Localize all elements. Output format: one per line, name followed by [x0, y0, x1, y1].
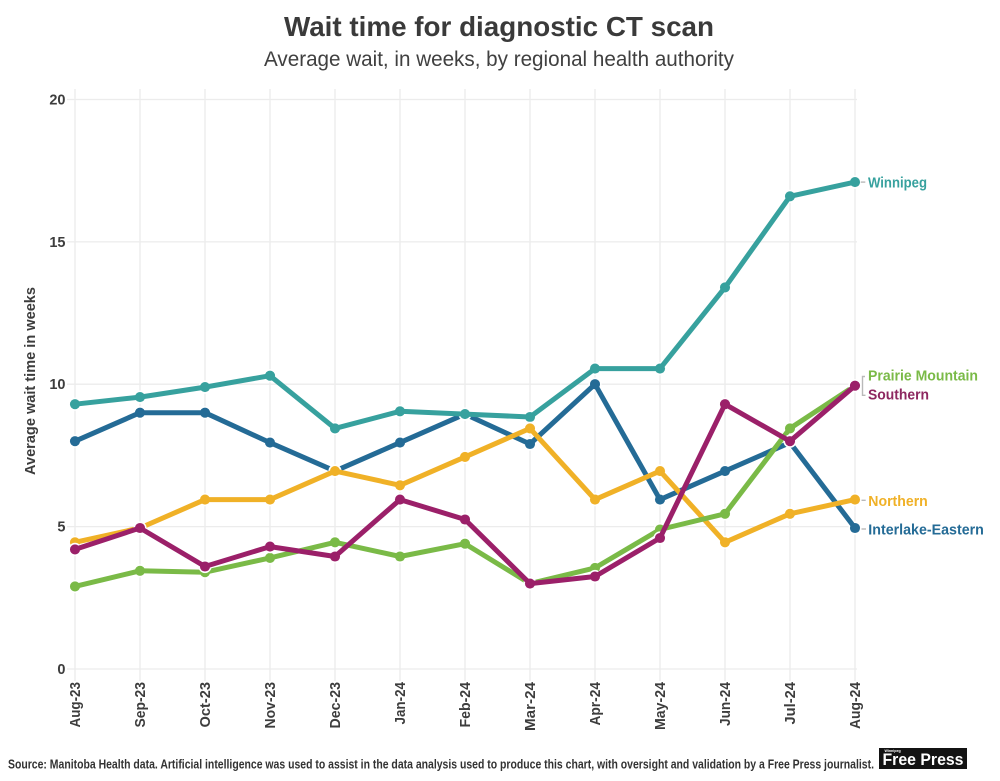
svg-text:Jan-24: Jan-24 [393, 682, 409, 725]
svg-text:Source: Manitoba Health data.: Source: Manitoba Health data. Artificial… [8, 757, 874, 772]
svg-text:Wait time for diagnostic CT sc: Wait time for diagnostic CT scan [284, 11, 714, 42]
svg-text:Winnipeg: Winnipeg [868, 174, 927, 191]
svg-text:Aug-24: Aug-24 [848, 682, 864, 729]
svg-text:0: 0 [57, 662, 65, 678]
svg-text:Average wait, in weeks, by reg: Average wait, in weeks, by regional heal… [264, 48, 734, 71]
svg-text:Average wait time in weeks: Average wait time in weeks [23, 287, 39, 475]
svg-text:Mar-24: Mar-24 [523, 682, 539, 731]
svg-text:Nov-23: Nov-23 [263, 682, 279, 729]
svg-text:Dec-23: Dec-23 [328, 682, 344, 729]
svg-text:Free Press: Free Press [883, 751, 964, 769]
svg-text:Prairie Mountain: Prairie Mountain [868, 368, 978, 385]
svg-text:Northern: Northern [868, 493, 928, 510]
svg-text:Southern: Southern [868, 387, 929, 404]
svg-text:Sep-23: Sep-23 [133, 682, 149, 728]
svg-text:Aug-23: Aug-23 [68, 682, 84, 728]
svg-text:Oct-23: Oct-23 [198, 682, 214, 728]
svg-text:Jul-24: Jul-24 [783, 682, 799, 725]
svg-text:15: 15 [49, 235, 65, 251]
svg-text:5: 5 [57, 520, 65, 536]
svg-text:Feb-24: Feb-24 [458, 682, 474, 728]
svg-text:Winnipeg: Winnipeg [885, 749, 901, 753]
svg-text:20: 20 [49, 93, 65, 109]
svg-text:Apr-24: Apr-24 [588, 682, 604, 726]
svg-text:Interlake-Eastern: Interlake-Eastern [868, 522, 984, 539]
svg-text:May-24: May-24 [653, 682, 669, 730]
svg-text:10: 10 [49, 377, 65, 393]
svg-text:Jun-24: Jun-24 [718, 682, 734, 726]
